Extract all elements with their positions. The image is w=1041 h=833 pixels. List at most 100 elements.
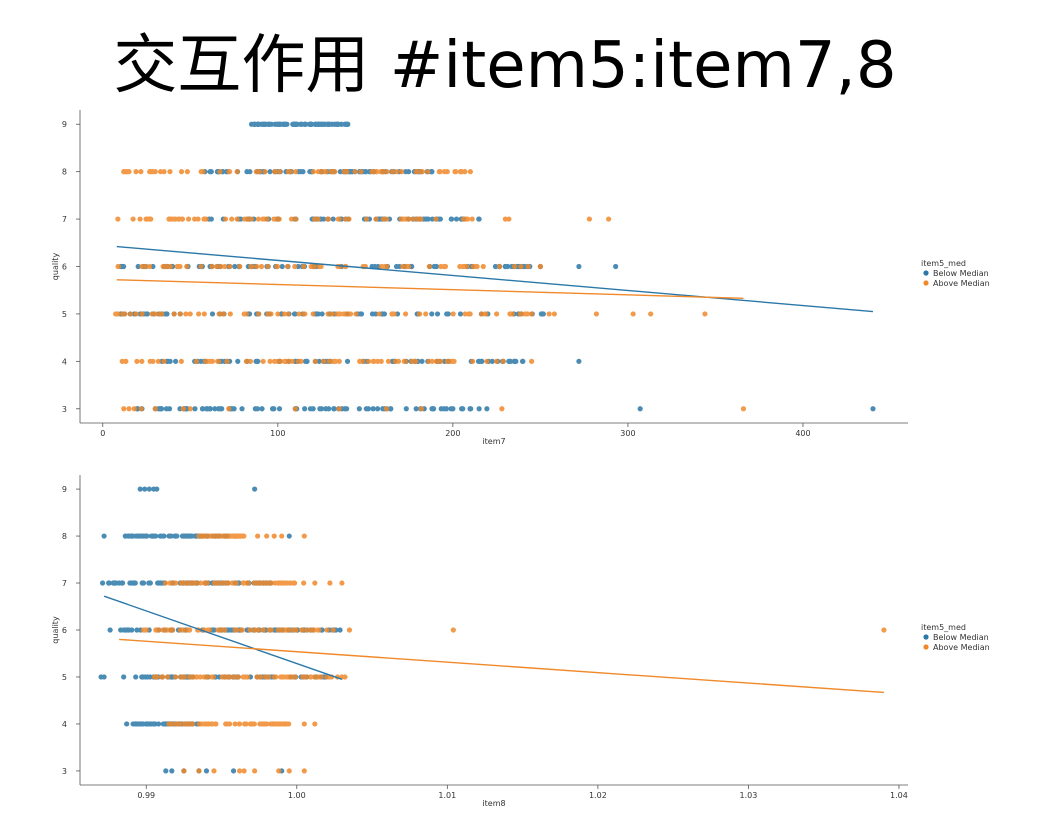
data-point bbox=[369, 169, 375, 175]
data-point bbox=[329, 311, 335, 317]
data-point bbox=[180, 406, 186, 412]
trend-line-above-median bbox=[116, 279, 744, 299]
data-point bbox=[319, 311, 325, 317]
data-point bbox=[399, 169, 405, 175]
data-point bbox=[217, 406, 223, 412]
data-point bbox=[341, 311, 347, 317]
data-point bbox=[173, 358, 179, 364]
data-point bbox=[429, 169, 435, 175]
data-point bbox=[135, 263, 141, 270]
data-point bbox=[529, 358, 535, 364]
data-point bbox=[383, 406, 389, 412]
data-point bbox=[362, 169, 368, 175]
data-point bbox=[292, 311, 298, 317]
data-point bbox=[346, 216, 352, 222]
data-point bbox=[335, 263, 341, 270]
data-point bbox=[286, 358, 292, 364]
data-point bbox=[184, 169, 191, 175]
data-point bbox=[177, 311, 183, 317]
data-point bbox=[445, 311, 451, 317]
data-point bbox=[227, 263, 233, 270]
data-point bbox=[288, 216, 295, 222]
data-point bbox=[450, 406, 456, 412]
data-point bbox=[453, 216, 460, 222]
data-point bbox=[271, 216, 277, 222]
data-point bbox=[161, 263, 168, 270]
data-point bbox=[478, 311, 485, 317]
x-tick-label: 0 bbox=[100, 429, 105, 438]
data-point bbox=[150, 358, 156, 364]
data-point bbox=[252, 406, 258, 412]
data-point bbox=[502, 263, 508, 270]
data-point bbox=[275, 311, 281, 317]
data-point bbox=[119, 358, 125, 364]
data-point bbox=[426, 263, 432, 270]
data-point bbox=[218, 263, 224, 270]
data-point bbox=[378, 263, 385, 270]
data-point bbox=[316, 263, 322, 270]
data-point bbox=[152, 169, 158, 175]
legend-entry: Below Median bbox=[933, 269, 989, 278]
data-point bbox=[512, 263, 518, 270]
data-point bbox=[374, 169, 380, 175]
data-point bbox=[489, 358, 495, 364]
data-point bbox=[500, 358, 506, 364]
data-point bbox=[200, 169, 206, 175]
data-point bbox=[321, 216, 327, 222]
data-point bbox=[315, 169, 321, 175]
data-point bbox=[224, 358, 230, 364]
data-point bbox=[201, 216, 207, 222]
data-point bbox=[139, 263, 145, 270]
data-point bbox=[115, 263, 121, 270]
data-point bbox=[370, 358, 376, 364]
data-point bbox=[537, 263, 543, 270]
data-point bbox=[207, 169, 213, 175]
data-point bbox=[414, 216, 420, 222]
data-point bbox=[499, 406, 505, 412]
data-point bbox=[484, 406, 490, 412]
data-point bbox=[464, 263, 470, 270]
data-point bbox=[384, 169, 390, 175]
data-point bbox=[229, 216, 235, 222]
data-point bbox=[457, 311, 464, 317]
data-point bbox=[171, 311, 177, 317]
data-point bbox=[478, 358, 485, 364]
data-point bbox=[167, 263, 174, 270]
data-point bbox=[209, 263, 215, 270]
data-point bbox=[418, 406, 424, 412]
data-point bbox=[298, 358, 304, 364]
data-point bbox=[275, 121, 281, 127]
data-point bbox=[507, 311, 514, 317]
data-point bbox=[296, 311, 302, 317]
series-above-median bbox=[113, 169, 747, 412]
data-point bbox=[484, 358, 490, 364]
data-point bbox=[222, 216, 229, 222]
data-point bbox=[161, 358, 167, 364]
data-point bbox=[326, 358, 332, 364]
data-point bbox=[253, 358, 259, 364]
data-point bbox=[196, 311, 202, 317]
data-point bbox=[508, 358, 514, 364]
data-point bbox=[176, 216, 183, 222]
data-point bbox=[199, 406, 206, 412]
data-point bbox=[310, 311, 316, 317]
data-point bbox=[344, 358, 351, 364]
data-point bbox=[178, 169, 185, 175]
data-point bbox=[323, 406, 329, 412]
data-point bbox=[480, 263, 486, 270]
data-point bbox=[157, 406, 164, 412]
data-point bbox=[506, 216, 512, 222]
data-point bbox=[301, 263, 307, 270]
data-point bbox=[165, 358, 171, 364]
data-point bbox=[268, 311, 274, 317]
data-point bbox=[235, 358, 241, 364]
data-point bbox=[476, 406, 482, 412]
data-point bbox=[356, 406, 362, 412]
data-point bbox=[630, 311, 636, 317]
data-point bbox=[385, 358, 392, 364]
data-point bbox=[462, 169, 468, 175]
data-point bbox=[192, 216, 198, 222]
data-point bbox=[293, 216, 299, 222]
data-point bbox=[139, 311, 145, 317]
data-point bbox=[271, 358, 278, 364]
